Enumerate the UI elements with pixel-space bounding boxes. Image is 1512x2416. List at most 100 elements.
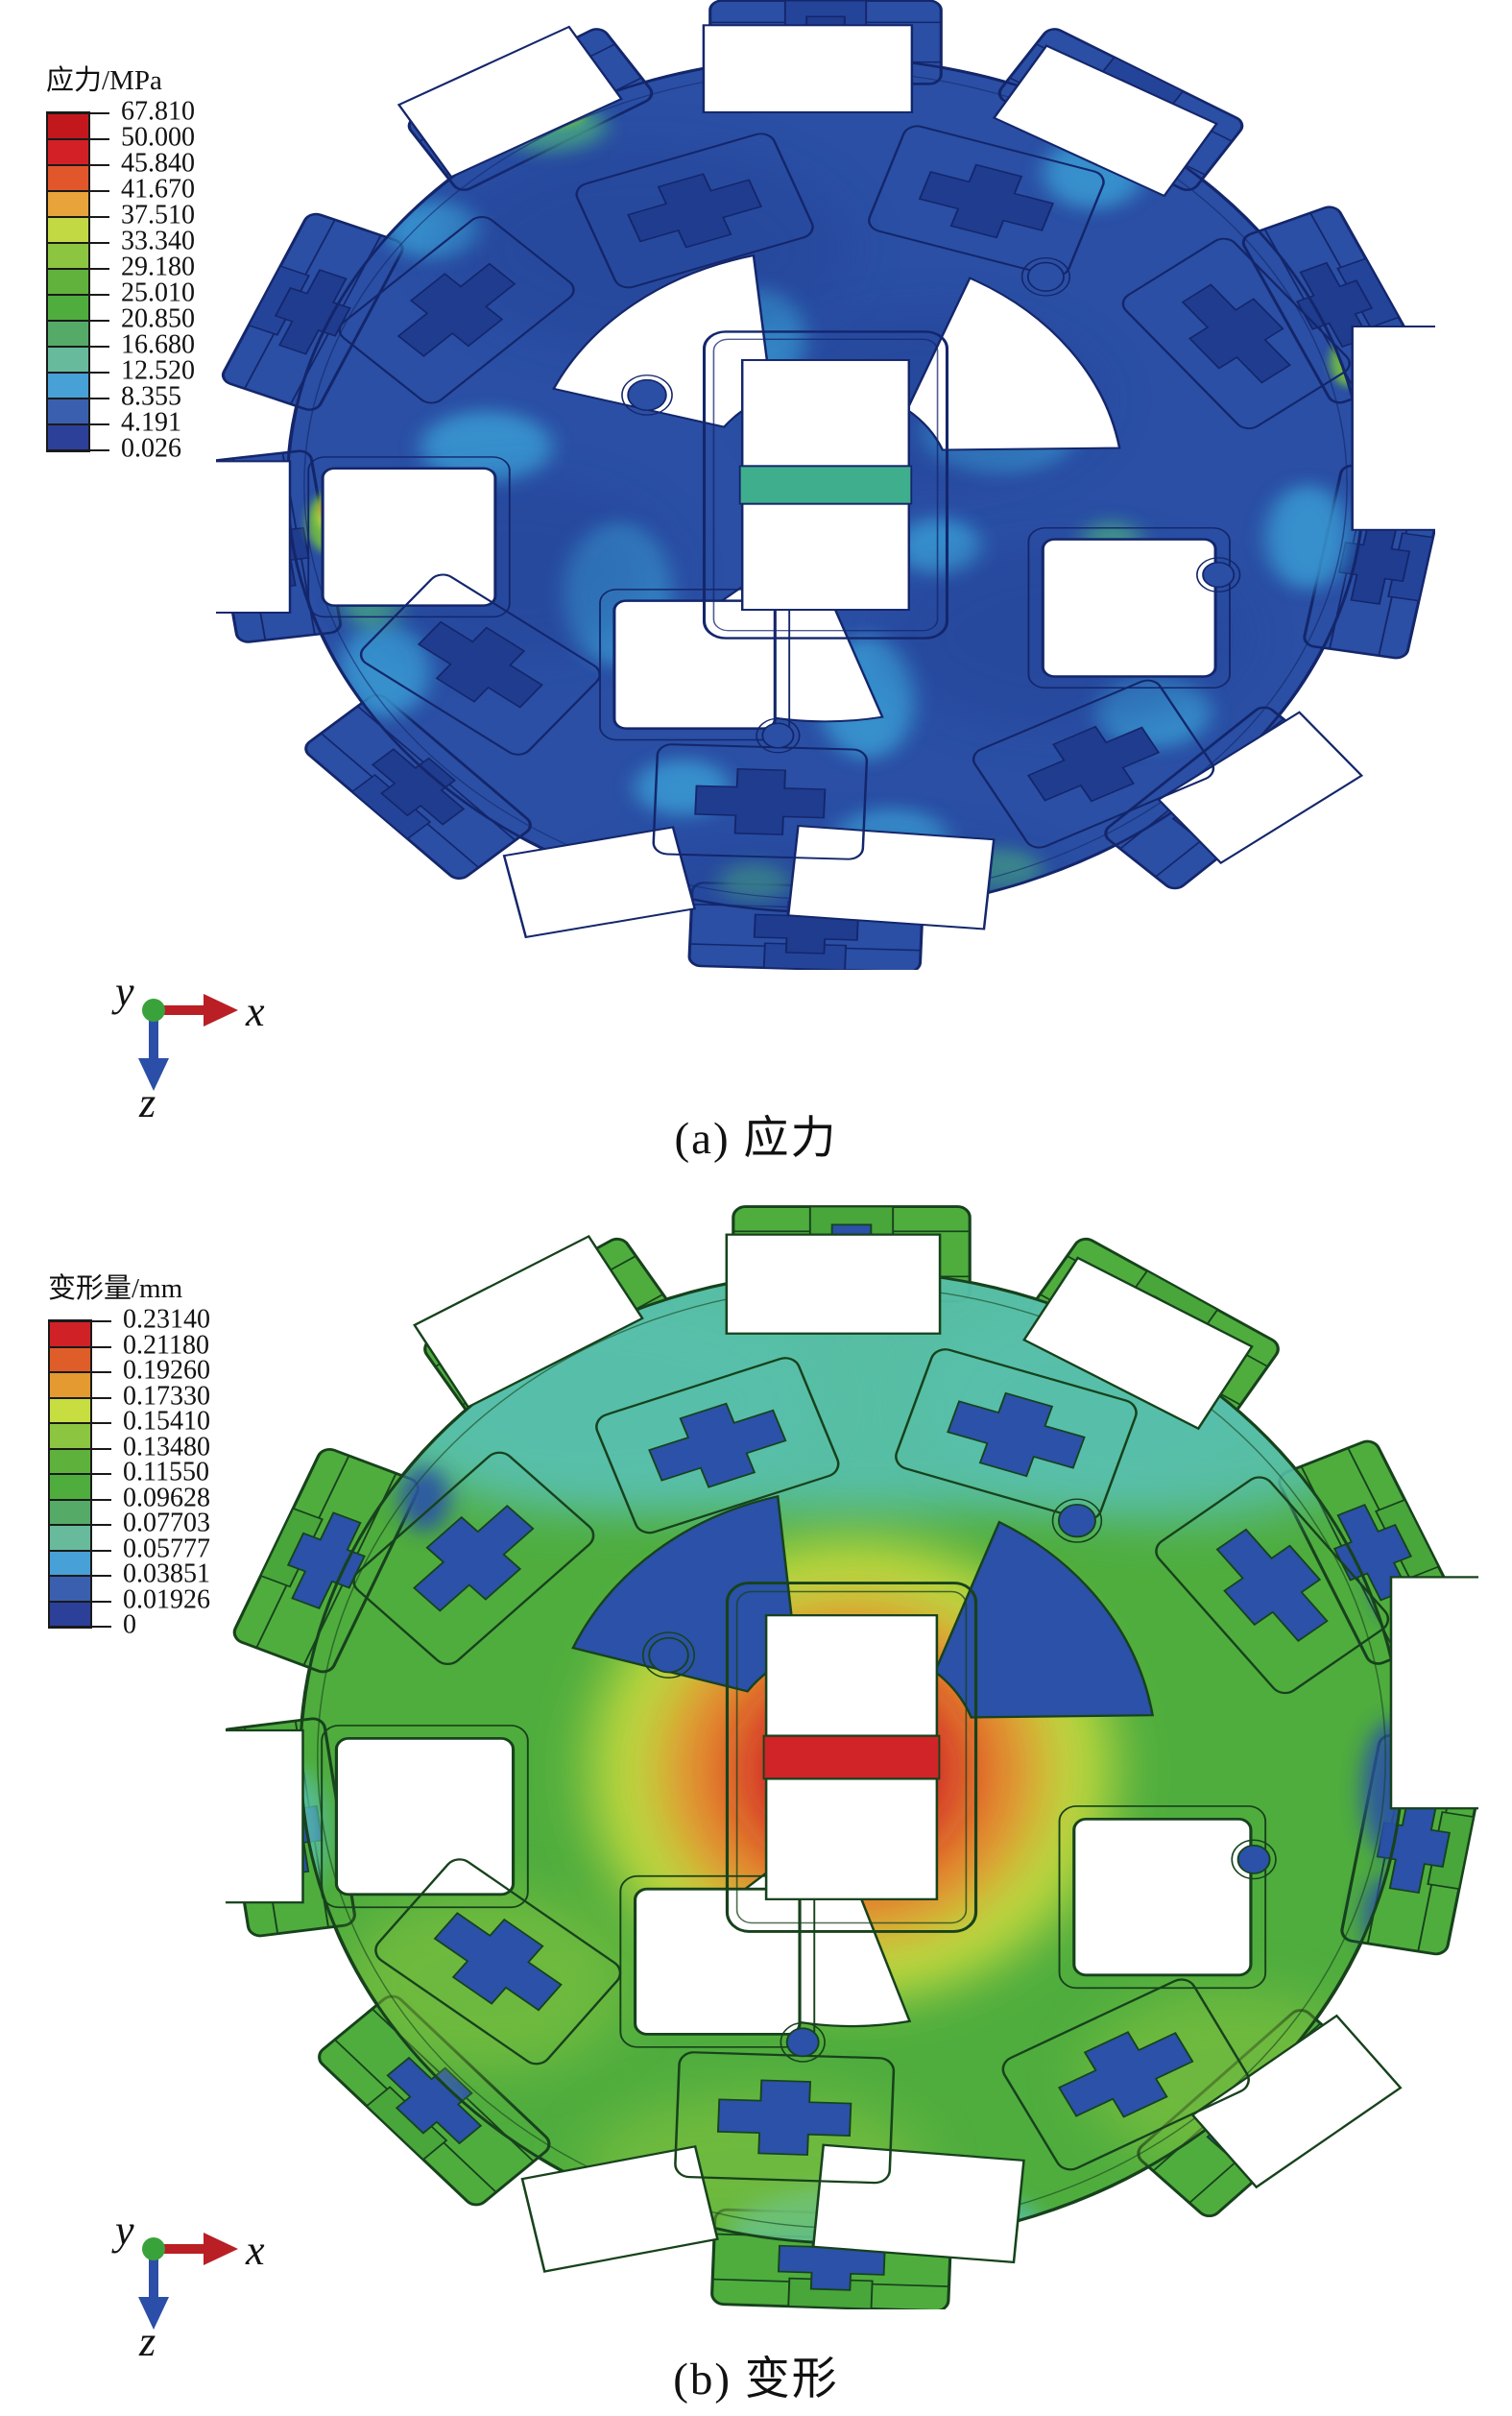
- colorbar-tick-label: 0.13480: [123, 1432, 210, 1462]
- cutter-plus-mount: [1026, 725, 1161, 803]
- colorbar-tick-label: 0.05777: [123, 1534, 210, 1564]
- colorbar-tick-label: 8.355: [121, 381, 181, 412]
- x-axis-label: x: [245, 988, 265, 1035]
- colorbar-tick: [48, 372, 109, 374]
- y-axis-label: y: [111, 968, 134, 1015]
- colorbar-tick: [48, 216, 109, 219]
- peripheral-block: [232, 1447, 420, 1674]
- x-axis-arrow: [154, 2244, 205, 2254]
- rim-opening: [226, 1728, 304, 1904]
- cutterhead-disc: [216, 0, 1435, 970]
- colorbar-tick-label: 20.850: [121, 303, 195, 334]
- contour-blob: [340, 621, 431, 717]
- cutter-mount-panel: [972, 679, 1215, 849]
- cutter-plus-mount: [286, 1511, 366, 1610]
- colorbar-tick-label: 0.03851: [123, 1558, 210, 1589]
- cutter-plus-mount: [918, 163, 1055, 239]
- center-opening-top: [764, 1614, 939, 1737]
- colorbar-tick-label: 0.026: [121, 433, 181, 464]
- bolt-hole: [761, 722, 795, 749]
- colorbar-tick-label: 16.680: [121, 329, 195, 360]
- deformation-legend-title: 变形量/mm: [48, 1273, 183, 1304]
- cutter-mount-panel: [352, 1451, 595, 1665]
- colorbar-tick-label: 0.01926: [123, 1584, 210, 1615]
- rim-opening: [502, 826, 697, 939]
- colorbar-tick-label: 37.510: [121, 200, 195, 230]
- cutter-plus-mount: [274, 269, 351, 355]
- rim-opening: [1022, 1256, 1254, 1431]
- cutter-plus-mount: [1376, 1796, 1451, 1895]
- rim-opening: [1389, 1576, 1478, 1810]
- colorbar-tick-label: 0.09628: [123, 1483, 210, 1513]
- caption-deformation: (b) 变形: [673, 2355, 839, 2404]
- colorbar-band: [50, 1525, 90, 1551]
- deformation-contour-plot: [226, 1205, 1478, 2309]
- cutter-plus-mount: [716, 2079, 852, 2156]
- colorbar-tick: [50, 1473, 111, 1476]
- colorbar-tick: [48, 398, 109, 400]
- colorbar-band: [48, 321, 88, 347]
- colorbar-band: [48, 165, 88, 191]
- x-axis-arrowhead: [204, 994, 238, 1027]
- colorbar-tick-label: 0.23140: [123, 1304, 210, 1335]
- cutter-plus-mount: [1337, 519, 1411, 605]
- colorbar-tick: [48, 320, 109, 323]
- colorbar-bands: [46, 111, 90, 452]
- center-opening-top: [740, 358, 911, 468]
- colorbar-tick-label: 12.520: [121, 355, 195, 386]
- x-axis-arrow: [154, 1005, 205, 1015]
- cutter-plus-mount: [417, 620, 543, 709]
- rim-opening: [811, 2143, 1025, 2264]
- rim-opening: [413, 1234, 644, 1409]
- colorbar-band: [50, 1423, 90, 1449]
- muck-opening: [334, 1736, 516, 1897]
- cutter-mount-panel: [595, 1357, 840, 1534]
- colorbar-band: [48, 373, 88, 399]
- colorbar-tick: [50, 1549, 111, 1552]
- z-axis-label: z: [138, 1079, 156, 1121]
- rim-opening: [992, 44, 1218, 198]
- axis-triad-stress: y x z: [111, 968, 265, 1121]
- colorbar-tick-label: 33.340: [121, 226, 195, 256]
- z-axis-arrow: [149, 2249, 158, 2299]
- stress-colorbar: 67.810 50.000 45.840 41.670 37.510 33.340 29.1…: [46, 97, 195, 464]
- colorbar-band: [50, 1397, 90, 1423]
- colorbar-band: [50, 1346, 90, 1372]
- cutter-plus-mount: [371, 748, 466, 826]
- colorbar-tick: [50, 1600, 111, 1603]
- colorbar-bands: [48, 1319, 92, 1629]
- colorbar-band: [50, 1576, 90, 1602]
- cutter-mount-panel: [374, 1858, 622, 2066]
- colorbar-tick-label: 25.010: [121, 278, 195, 308]
- center-opening-bottom: [740, 502, 911, 612]
- colorbar-band: [48, 191, 88, 217]
- colorbar-tick: [48, 294, 109, 297]
- cutter-mount-panel: [868, 125, 1105, 278]
- colorbar-band: [48, 139, 88, 165]
- peripheral-block: [221, 212, 404, 411]
- contour-blob: [1295, 146, 1363, 200]
- rim-opening: [1190, 2014, 1403, 2189]
- colorbar-tick: [50, 1422, 111, 1425]
- rim-opening: [1157, 711, 1364, 865]
- stress-legend-title: 应力/MPa: [46, 65, 162, 96]
- colorbar-tick-label: 0.21180: [123, 1330, 209, 1361]
- colorbar-tick-label: 0.07703: [123, 1508, 210, 1538]
- colorbar-tick: [50, 1371, 111, 1374]
- cutter-plus-mount: [947, 1391, 1086, 1478]
- deformation-colorbar: 0.23140 0.21180 0.19260 0.17330 0.15410 0.134…: [48, 1305, 210, 1640]
- caption-stress: (a) 应力: [674, 1114, 838, 1164]
- cutter-mount-panel: [1001, 1978, 1250, 2171]
- bolt-hole: [785, 2027, 820, 2058]
- contour-blob: [1308, 69, 1356, 97]
- cutter-mount-panel: [575, 133, 814, 289]
- cutterhead-disc: [226, 1205, 1478, 2309]
- cutter-plus-mount: [1057, 2031, 1194, 2118]
- colorbar-tick: [50, 1498, 111, 1501]
- cutter-plus-mount: [627, 173, 763, 249]
- colorbar-band: [50, 1448, 90, 1474]
- cutter-plus-mount: [386, 2056, 483, 2145]
- bolt-hole: [627, 378, 667, 411]
- cutter-plus-mount: [396, 262, 516, 357]
